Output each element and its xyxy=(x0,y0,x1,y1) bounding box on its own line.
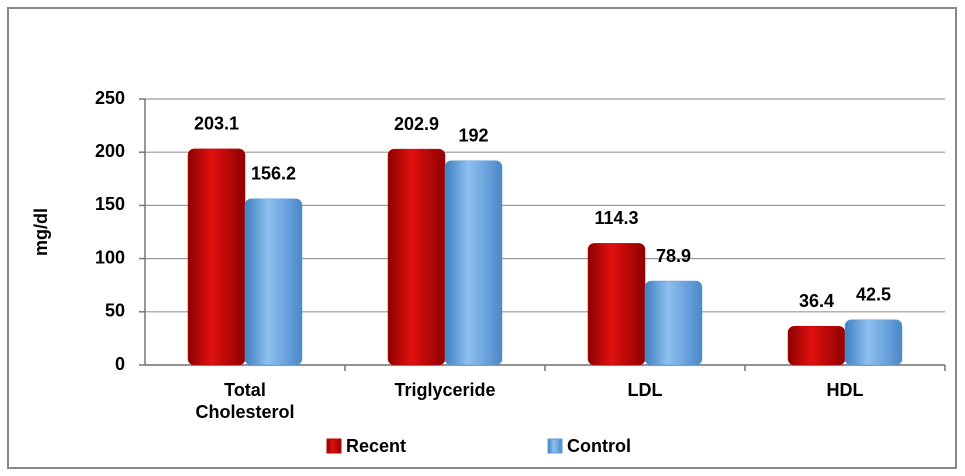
legend-swatch xyxy=(547,438,563,454)
legend-label: Control xyxy=(567,436,631,456)
bar xyxy=(387,148,446,366)
y-tick-label: 250 xyxy=(95,88,125,108)
y-tick-label: 0 xyxy=(115,354,125,374)
data-label: 42.5 xyxy=(856,285,891,305)
bar xyxy=(644,280,703,366)
data-label: 78.9 xyxy=(656,246,691,266)
data-label: 36.4 xyxy=(799,291,834,311)
y-axis-label: mg/dl xyxy=(31,208,51,256)
bar xyxy=(844,319,903,366)
x-tick-label: Total Cholesterol xyxy=(195,380,295,422)
bar xyxy=(187,148,246,366)
y-tick-label: 50 xyxy=(105,301,125,321)
bar xyxy=(787,326,846,366)
bar xyxy=(444,160,503,366)
data-label: 114.3 xyxy=(594,208,638,228)
data-label: 192 xyxy=(458,125,488,145)
x-tick-label: Triglyceride xyxy=(394,380,496,400)
x-tick-label: HDL xyxy=(826,380,864,400)
bar xyxy=(587,243,646,366)
legend-label: Recent xyxy=(346,436,406,456)
data-label: 203.1 xyxy=(194,114,239,134)
legend-swatch xyxy=(326,438,342,454)
y-tick-label: 150 xyxy=(95,194,125,214)
data-label: 156.2 xyxy=(251,164,296,184)
y-tick-label: 100 xyxy=(95,247,125,267)
x-tick-label: LDL xyxy=(627,380,663,400)
y-tick-label: 200 xyxy=(95,141,125,161)
data-label: 202.9 xyxy=(394,114,439,134)
bar xyxy=(244,198,303,366)
chart-border xyxy=(7,7,957,469)
